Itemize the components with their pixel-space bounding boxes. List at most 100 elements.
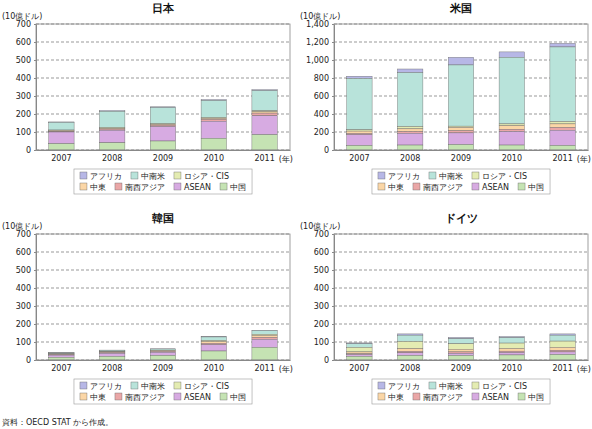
legend-box [372, 169, 550, 194]
bar-segment [347, 131, 372, 133]
legend-swatch [220, 393, 227, 400]
axis-line [334, 25, 335, 151]
bar-segment [201, 345, 226, 351]
bar-segment [150, 125, 175, 126]
bar-segment [347, 130, 372, 131]
axis-line [37, 360, 291, 361]
legend-label: 南西アジア [423, 393, 463, 402]
legend-label: アフリカ [388, 382, 420, 391]
figure: 0100200300400500600700200720082009201020… [0, 0, 592, 429]
tick-mark [34, 252, 36, 253]
tick: 2009 [451, 150, 471, 163]
legend-label: 中東 [388, 393, 404, 402]
tick: 0 [324, 356, 334, 365]
plot-frame [334, 234, 588, 360]
bar-segment [550, 352, 575, 355]
legend-item: 南西アジア [115, 183, 165, 192]
tick-label: 1,000 [306, 56, 329, 65]
bar-segment [448, 65, 473, 126]
bar-segment [49, 357, 74, 360]
bar-segment [499, 145, 524, 150]
bar-segment [49, 132, 74, 144]
legend-swatch [131, 382, 138, 389]
tick-label: 2011 [552, 154, 572, 163]
bar-segment [398, 133, 423, 145]
tick-mark [332, 360, 334, 361]
tick: 600 [314, 92, 334, 101]
legend-label: ASEAN [482, 393, 509, 402]
tick-mark [34, 42, 36, 43]
bar-segment [347, 133, 372, 134]
tick-label: 2009 [451, 154, 471, 163]
legend-swatch [220, 183, 227, 190]
bar-segment [100, 350, 125, 351]
grid-line [334, 306, 588, 307]
tick-mark [34, 60, 36, 61]
tick: 1,200 [306, 38, 334, 47]
legend-item: ロシア・CIS [472, 172, 527, 181]
bar-segment [49, 122, 74, 130]
bar-segment [150, 108, 175, 124]
legend-label: 中国 [230, 183, 246, 192]
plot-area [36, 234, 290, 360]
bar-segment [347, 146, 372, 151]
tick-label: 400 [314, 284, 329, 293]
legend-swatch [472, 382, 479, 389]
bar-segment [550, 128, 575, 131]
bar-segment [100, 350, 125, 351]
tick-label: 400 [16, 74, 31, 83]
bar-segment [448, 133, 473, 145]
panel: 0100200300400500600700200720082009201020… [2, 212, 293, 404]
tick-label: 200 [16, 320, 31, 329]
legend-item: 中国 [518, 393, 544, 402]
bar-segment [100, 128, 125, 130]
y-axis-label: (10億ドル) [300, 222, 340, 231]
bar-segment [252, 335, 277, 337]
bar-segment [252, 338, 277, 340]
bars [347, 334, 576, 360]
tick-mark [332, 132, 334, 133]
legend-label: ロシア・CIS [184, 172, 229, 181]
tick-mark [332, 324, 334, 325]
tick-label: 600 [314, 248, 329, 257]
legend-swatch [378, 393, 385, 400]
legend-item: 中南米 [131, 382, 165, 391]
bar-segment [398, 341, 423, 348]
tick-mark [332, 234, 334, 235]
tick-mark [332, 114, 334, 115]
legend-swatch [80, 393, 87, 400]
bar-segment [550, 122, 575, 124]
bar-segment [49, 355, 74, 357]
tick-mark [34, 24, 36, 25]
tick: 2007 [51, 360, 71, 373]
legend-swatch [115, 393, 122, 400]
legend-swatch [429, 382, 436, 389]
tick: 700 [314, 230, 334, 239]
bar-segment [252, 110, 277, 112]
tick: 100 [16, 338, 36, 347]
legend-swatch [378, 172, 385, 179]
tick-label: 100 [16, 338, 31, 347]
bar-segment [550, 130, 575, 145]
tick: 500 [314, 266, 334, 275]
bar-segment [347, 344, 372, 348]
bar-segment [252, 331, 277, 335]
bar-segment [499, 52, 524, 57]
bar-segment [49, 354, 74, 356]
legend-item: ロシア・CIS [174, 172, 229, 181]
tick: 0 [324, 146, 334, 155]
grid-line [36, 42, 290, 43]
legend-label: ASEAN [184, 393, 211, 402]
y-axis: 0100200300400500600700 [16, 230, 37, 365]
bar-segment [201, 101, 226, 118]
bar-segment [398, 132, 423, 134]
tick: 200 [314, 128, 334, 137]
x-axis-label: (年) [279, 155, 293, 164]
grid-line [334, 270, 588, 271]
legend-swatch [413, 393, 420, 400]
grid-line [36, 252, 290, 253]
bar-segment [100, 130, 125, 143]
tick: 2008 [400, 150, 420, 163]
bar-segment [49, 352, 74, 353]
y-axis: 0100200300400500600700 [16, 20, 37, 155]
